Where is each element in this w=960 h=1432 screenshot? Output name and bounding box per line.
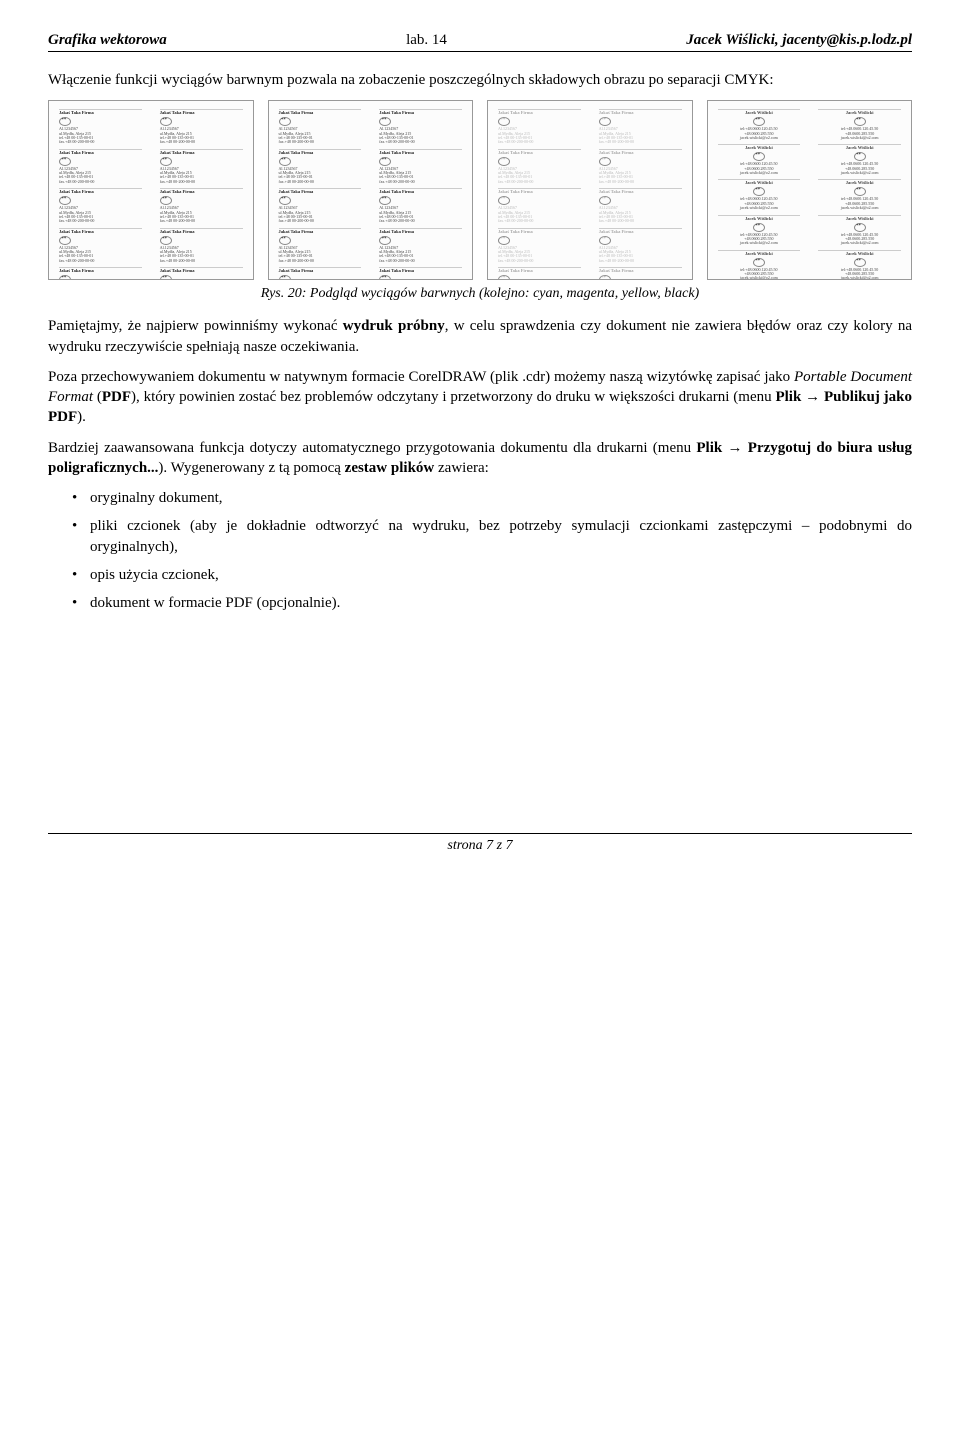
yellow-grid: Jakaś Taka FirmaAl.1234567ul.Mydła, Alej… (498, 109, 682, 271)
list-item: opis użycia czcionek, (90, 565, 912, 585)
t: Bardziej zaawansowana funkcja dotyczy au… (48, 440, 696, 456)
t: Pamiętajmy, że najpierw powinniśmy wykon… (48, 318, 343, 334)
intro-paragraph: Włączenie funkcji wyciągów barwnym pozwa… (48, 70, 912, 90)
cmyk-thumbnails: Jakaś Taka FirmaAl.1234567ul.Mydła, Alej… (48, 100, 912, 280)
thumb-magenta: Jakaś Taka FirmaAl.1234567ul.Mydła, Alej… (268, 100, 474, 280)
figure-caption: Rys. 20: Podgląd wyciągów barwnych (kole… (48, 286, 912, 302)
bold-text: zestaw plików (345, 460, 435, 476)
t: ), który powinien zostać bez problemów o… (131, 389, 775, 405)
page-footer: strona 7 z 7 (48, 833, 912, 854)
header-center: lab. 14 (406, 32, 447, 49)
bold-text: PDF (102, 389, 131, 405)
bullet-list: oryginalny dokument, pliki czcionek (aby… (48, 488, 912, 613)
header-right: Jacek Wiślicki, jacenty@kis.p.lodz.pl (686, 32, 912, 49)
bold-text: wydruk próbny (343, 318, 445, 334)
para-proof: Pamiętajmy, że najpierw powinniśmy wykon… (48, 316, 912, 357)
thumb-yellow: Jakaś Taka FirmaAl.1234567ul.Mydła, Alej… (487, 100, 693, 280)
thumb-cyan: Jakaś Taka FirmaAl.1234567ul.Mydła, Alej… (48, 100, 254, 280)
t: ). (77, 409, 86, 425)
header-left: Grafika wektorowa (48, 32, 167, 49)
list-item: dokument w formacie PDF (opcjonalnie). (90, 593, 912, 613)
para-pdf: Poza przechowywaniem dokumentu w natywny… (48, 367, 912, 428)
magenta-grid: Jakaś Taka FirmaAl.1234567ul.Mydła, Alej… (279, 109, 463, 271)
t: ). Wygenerowany z tą pomocą (158, 460, 344, 476)
cyan-grid: Jakaś Taka FirmaAl.1234567ul.Mydła, Alej… (59, 109, 243, 271)
page-header: Grafika wektorowa lab. 14 Jacek Wiślicki… (48, 32, 912, 52)
para-bundle: Bardziej zaawansowana funkcja dotyczy au… (48, 438, 912, 479)
t: zawiera: (434, 460, 489, 476)
thumb-black: Jacek Wiślickitel:+48.0600.120.45.50+48.… (707, 100, 913, 280)
t: ( (93, 389, 102, 405)
black-grid: Jacek Wiślickitel:+48.0600.120.45.50+48.… (718, 109, 902, 271)
list-item: pliki czcionek (aby je dokładnie odtworz… (90, 516, 912, 557)
t: Poza przechowywaniem dokumentu w natywny… (48, 369, 794, 385)
list-item: oryginalny dokument, (90, 488, 912, 508)
